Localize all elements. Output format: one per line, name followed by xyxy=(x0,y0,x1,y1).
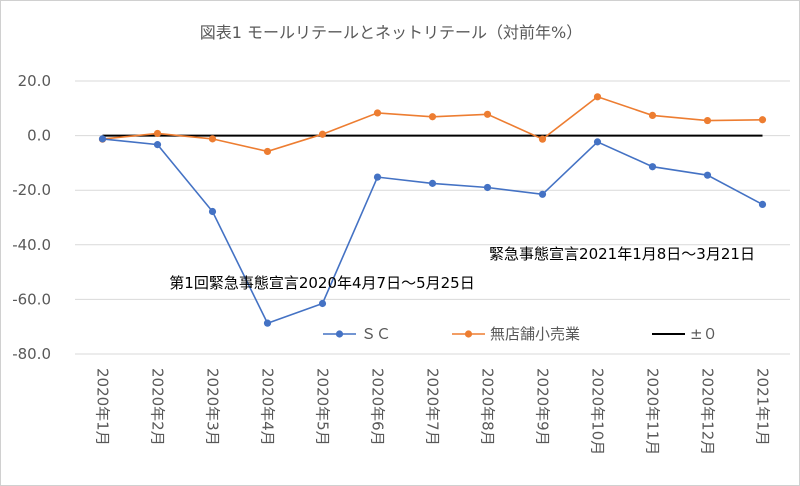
data-point xyxy=(593,93,602,101)
data-point xyxy=(373,173,382,181)
legend-label: ＳＣ xyxy=(361,325,391,343)
x-tick-label: 2020年4月 xyxy=(259,368,277,446)
y-tick-label: -40.0 xyxy=(12,236,51,254)
legend-marker xyxy=(464,330,473,338)
x-tick-label: 2020年11月 xyxy=(644,368,662,455)
data-point xyxy=(263,147,272,156)
data-point xyxy=(318,299,327,308)
x-tick-label: 2020年9月 xyxy=(534,368,552,446)
x-tick-label: 2021年1月 xyxy=(754,368,772,446)
data-point xyxy=(428,113,437,121)
x-tick-label: 2020年3月 xyxy=(204,368,222,446)
y-tick-label: 20.0 xyxy=(18,72,51,90)
data-point xyxy=(593,138,602,146)
x-tick-label: 2020年10月 xyxy=(589,368,607,455)
legend: ＳＣ 無店舗小売業 ±０ xyxy=(323,325,718,343)
chart-title: 図表1 モールリテールとネットリテール（対前年%） xyxy=(200,23,582,42)
data-point xyxy=(483,183,492,192)
y-tick-label: -20.0 xyxy=(12,181,51,199)
data-point xyxy=(648,111,657,119)
annotation-second-emergency: 緊急事態宣言2021年1月8日～3月21日 xyxy=(489,245,755,263)
data-point xyxy=(428,179,437,187)
data-point xyxy=(318,130,327,138)
data-point xyxy=(538,135,547,143)
data-point xyxy=(263,319,272,327)
legend-label: ±０ xyxy=(690,325,718,343)
x-tick-label: 2020年1月 xyxy=(94,368,112,446)
data-point xyxy=(648,163,657,171)
data-point xyxy=(153,129,162,138)
x-tick-label: 2020年6月 xyxy=(369,368,387,446)
annotation-first-emergency: 第1回緊急事態宣言2020年4月7日～5月25日 xyxy=(169,274,474,292)
x-tick-label: 2020年7月 xyxy=(424,368,442,446)
legend-marker xyxy=(335,330,344,338)
data-point xyxy=(703,116,712,125)
data-point xyxy=(153,141,162,149)
y-tick-label: -80.0 xyxy=(12,345,51,363)
data-point xyxy=(703,171,712,179)
y-tick-label: -60.0 xyxy=(12,290,51,308)
series-line xyxy=(102,138,763,325)
data-point xyxy=(758,116,767,124)
x-tick-label: 2020年8月 xyxy=(479,368,497,446)
data-point xyxy=(758,200,767,208)
legend-label: 無店舗小売業 xyxy=(490,325,580,343)
x-tick-label: 2020年2月 xyxy=(149,368,167,446)
data-point xyxy=(483,110,492,118)
data-point xyxy=(98,135,107,143)
data-point xyxy=(373,109,382,117)
series-line xyxy=(102,95,763,153)
x-tick-label: 2020年5月 xyxy=(314,368,332,446)
x-tick-label: 2020年12月 xyxy=(699,368,717,455)
data-point xyxy=(538,190,547,198)
data-point xyxy=(208,207,217,216)
data-point xyxy=(208,135,217,143)
y-tick-label: 0.0 xyxy=(27,127,51,145)
